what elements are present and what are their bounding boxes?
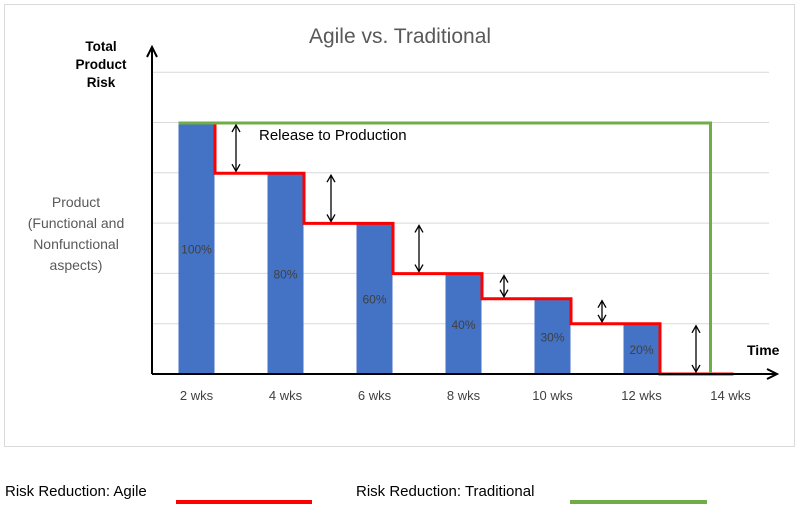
chart-frame: Agile vs. Traditional Total Product Risk…	[4, 4, 795, 447]
arrow-head	[597, 314, 607, 324]
x-axis-arrow	[766, 368, 780, 380]
bar	[267, 173, 304, 374]
bar-label: 30%	[540, 330, 564, 344]
y-axis-label-line-3: Risk	[87, 75, 116, 90]
arrow-head	[231, 163, 241, 173]
bar	[445, 273, 482, 374]
bar	[178, 123, 215, 374]
traditional-risk-line	[178, 121, 712, 374]
y-axis-arrow	[146, 44, 158, 58]
y-axis-label-line-2: Product	[75, 57, 127, 72]
x-tick-label: 12 wks	[621, 388, 662, 403]
arrow-head	[326, 214, 336, 223]
legend-traditional-swatch	[570, 500, 707, 504]
x-tick-label: 10 wks	[532, 388, 573, 403]
agile-risk-line	[178, 121, 734, 376]
axes	[146, 44, 780, 380]
bar-label: 20%	[629, 343, 653, 357]
arrow-head	[326, 173, 336, 183]
legend-traditional-label: Risk Reduction: Traditional	[356, 483, 535, 500]
x-tick-label: 2 wks	[180, 388, 214, 403]
left-note-line-3: Nonfunctional	[33, 236, 119, 252]
legend-agile-label: Risk Reduction: Agile	[5, 483, 147, 500]
x-tick-label: 14 wks	[710, 388, 751, 403]
bars	[178, 123, 660, 374]
arrow-head	[691, 324, 701, 334]
chart-title: Agile vs. Traditional	[309, 25, 491, 48]
arrow-head	[499, 289, 509, 299]
arrow-head	[231, 123, 241, 133]
left-note-line-2: (Functional and	[28, 215, 125, 231]
x-tick-label: 4 wks	[269, 388, 303, 403]
bar	[356, 223, 393, 374]
arrow-head	[414, 224, 424, 233]
left-note-line-1: Product	[52, 194, 100, 210]
bar-label: 60%	[362, 293, 386, 307]
x-axis-label: Time	[747, 342, 780, 358]
arrow-head	[691, 364, 701, 374]
arrow-head	[499, 274, 509, 283]
bar	[534, 298, 571, 374]
arrow-head	[414, 264, 424, 273]
bar-labels: 100% 80% 60% 40% 30% 20%	[181, 243, 654, 357]
bar-label: 40%	[451, 318, 475, 332]
x-tick-label: 8 wks	[447, 388, 481, 403]
legend-agile-swatch	[176, 500, 312, 504]
release-annotation: Release to Production	[259, 127, 407, 144]
x-tick-labels: 2 wks 4 wks 6 wks 8 wks 10 wks 12 wks 14 wks	[180, 388, 751, 403]
arrow-head	[597, 299, 607, 309]
left-note-line-4: aspects)	[50, 257, 103, 273]
y-axis-label-line-1: Total	[85, 39, 116, 54]
risk-lines	[178, 121, 734, 376]
x-tick-label: 6 wks	[358, 388, 392, 403]
bar	[623, 323, 660, 374]
chart-svg: Agile vs. Traditional Total Product Risk…	[28, 25, 780, 403]
bar-label: 80%	[273, 268, 297, 282]
reduction-arrows	[231, 123, 701, 374]
bar-label: 100%	[181, 243, 212, 257]
